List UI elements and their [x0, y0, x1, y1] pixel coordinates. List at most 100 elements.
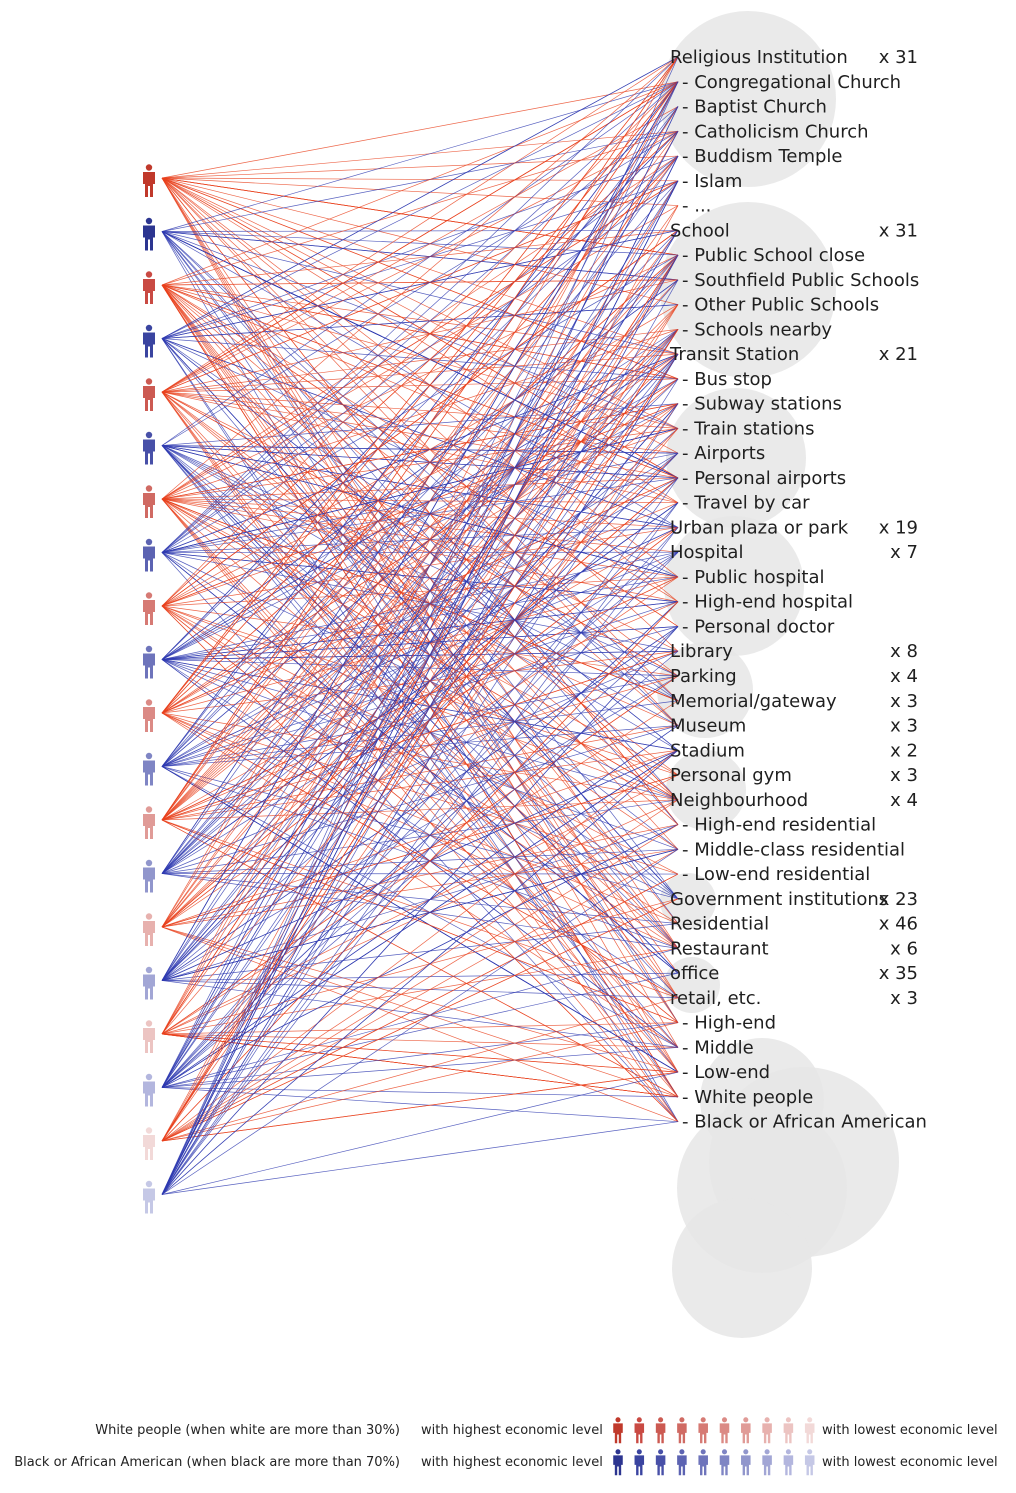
subcategory-label: - White people — [682, 1087, 813, 1108]
link-line — [161, 231, 679, 1023]
person-icon-white-14 — [143, 913, 155, 946]
person-icon-black-1 — [143, 217, 155, 251]
link-line — [161, 659, 679, 900]
link-line — [161, 799, 679, 1142]
legend-black-person-icon — [634, 1449, 645, 1476]
link-line — [161, 106, 679, 393]
link-line — [161, 824, 679, 1088]
person-icon-white-2 — [143, 271, 155, 304]
link-line — [161, 477, 679, 981]
subcategory-label: - High-end residential — [682, 815, 876, 836]
link-line — [161, 284, 679, 850]
legend-black-person-icon — [762, 1449, 772, 1476]
link-line — [161, 338, 679, 949]
category-count: x 35 — [879, 963, 918, 984]
bubble-11 — [672, 1198, 812, 1338]
link-line — [161, 391, 679, 504]
link-line — [161, 130, 679, 393]
link-line — [161, 56, 679, 928]
link-line — [161, 353, 679, 553]
link-line — [161, 329, 679, 393]
link-line — [161, 498, 679, 850]
link-line — [161, 180, 679, 981]
link-line — [161, 304, 679, 821]
subcategory-label: - Travel by car — [682, 493, 810, 514]
link-line — [161, 849, 679, 1142]
link-line — [161, 284, 679, 380]
link-line — [161, 626, 679, 981]
link-line — [161, 284, 679, 504]
link-line — [161, 284, 679, 949]
subcategory-label: - Public hospital — [682, 567, 825, 588]
link-line — [161, 605, 679, 924]
person-icon-black-3 — [143, 324, 155, 358]
link-line — [161, 403, 679, 1195]
link-line — [161, 81, 679, 553]
link-line — [161, 284, 679, 974]
subcategory-label: - Black or African American — [682, 1112, 927, 1133]
link-line — [161, 980, 679, 999]
link-line — [161, 231, 679, 726]
legend-black-highest: with highest economic level — [421, 1455, 603, 1470]
link-line — [161, 498, 679, 1122]
link-line — [161, 304, 679, 928]
link-line — [161, 477, 679, 928]
link-line — [161, 231, 679, 702]
link-line — [161, 552, 679, 1122]
link-line — [161, 848, 679, 928]
link-line — [161, 254, 679, 1195]
link-line — [161, 605, 679, 949]
link-line — [161, 601, 679, 1088]
link-line — [161, 1033, 679, 1048]
link-line — [161, 106, 679, 553]
link-line — [161, 452, 679, 981]
link-line — [161, 428, 679, 1035]
person-icon-black-9 — [143, 645, 155, 679]
subcategory-label: - Other Public Schools — [682, 295, 879, 316]
link-line — [161, 926, 679, 1098]
legend-black-person-icon — [719, 1449, 730, 1476]
link-line — [161, 131, 679, 607]
link-line — [161, 378, 679, 1195]
person-icon-white-8 — [143, 592, 155, 625]
category-label: Transit Station — [669, 344, 799, 365]
link-line — [161, 177, 679, 256]
link-line — [161, 284, 679, 479]
link-line — [161, 824, 679, 1142]
link-line — [161, 81, 679, 981]
link-line — [161, 56, 679, 500]
bubble-2 — [666, 388, 806, 528]
category-count: x 3 — [890, 691, 918, 712]
link-line — [161, 650, 679, 874]
link-line — [161, 230, 679, 981]
category-label: School — [670, 220, 730, 241]
subcategory-label: - High-end hospital — [682, 592, 853, 613]
link-line — [161, 552, 679, 974]
link-line — [161, 626, 679, 660]
category-count: x 23 — [879, 889, 918, 910]
link-line — [161, 391, 679, 801]
link-line — [161, 552, 679, 900]
link-line — [161, 1071, 679, 1195]
link-line — [161, 1087, 679, 1123]
legend-white-person-icon — [719, 1417, 730, 1444]
link-line — [161, 231, 679, 256]
link-line — [161, 391, 679, 949]
link-line — [161, 766, 679, 900]
category-label: Memorial/gateway — [670, 691, 837, 712]
category-label: Government institutions — [670, 889, 888, 910]
link-line — [161, 428, 679, 928]
link-line — [161, 477, 679, 1195]
category-label: retail, etc. — [670, 988, 761, 1009]
link-line — [161, 177, 679, 602]
link-line — [161, 445, 679, 751]
category-count: x 4 — [890, 666, 918, 687]
bubble-1 — [660, 202, 836, 378]
link-line — [161, 254, 679, 1142]
link-line — [161, 898, 679, 1035]
person-icon-black-13 — [143, 859, 155, 893]
link-line — [161, 1121, 679, 1195]
link-line — [161, 445, 679, 454]
link-line — [161, 712, 679, 949]
link-line — [161, 81, 679, 232]
